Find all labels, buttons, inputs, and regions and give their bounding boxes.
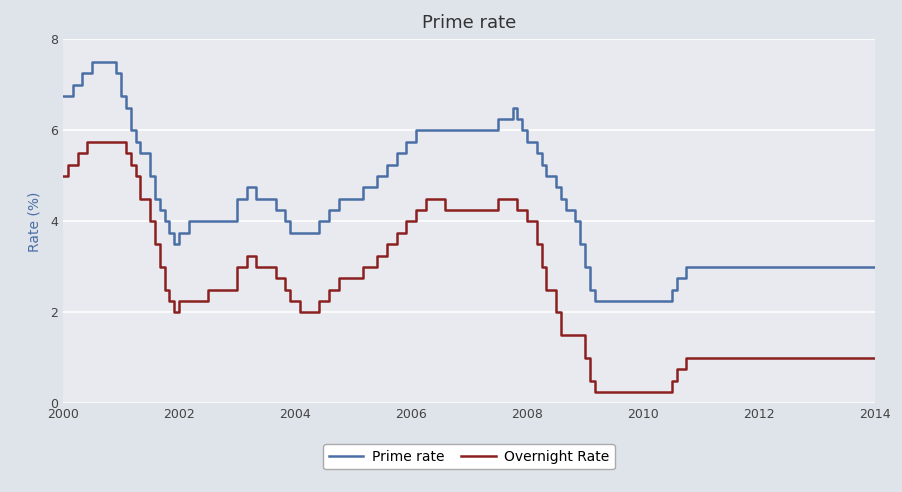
Title: Prime rate: Prime rate [422, 14, 516, 32]
Prime rate [347, 196, 358, 202]
Prime rate [58, 93, 69, 99]
Overnight Rate [169, 309, 179, 315]
Overnight Rate [82, 139, 93, 145]
Line: Prime rate: Prime rate [63, 62, 875, 301]
Prime rate [115, 93, 126, 99]
Overnight Rate [565, 332, 575, 338]
Overnight Rate [111, 139, 122, 145]
Y-axis label: Rate (%): Rate (%) [28, 191, 42, 251]
Prime rate [590, 298, 601, 304]
Overnight Rate [242, 252, 253, 258]
Line: Overnight Rate: Overnight Rate [63, 142, 875, 392]
Prime rate [87, 59, 97, 65]
Prime rate [667, 287, 677, 293]
Overnight Rate [870, 355, 880, 361]
Overnight Rate [333, 276, 344, 281]
Legend: Prime rate, Overnight Rate: Prime rate, Overnight Rate [323, 444, 615, 469]
Overnight Rate [58, 173, 69, 179]
Prime rate [314, 218, 325, 224]
Overnight Rate [590, 389, 601, 395]
Prime rate [130, 139, 141, 145]
Prime rate [870, 264, 880, 270]
Prime rate [556, 196, 566, 202]
Overnight Rate [323, 287, 334, 293]
